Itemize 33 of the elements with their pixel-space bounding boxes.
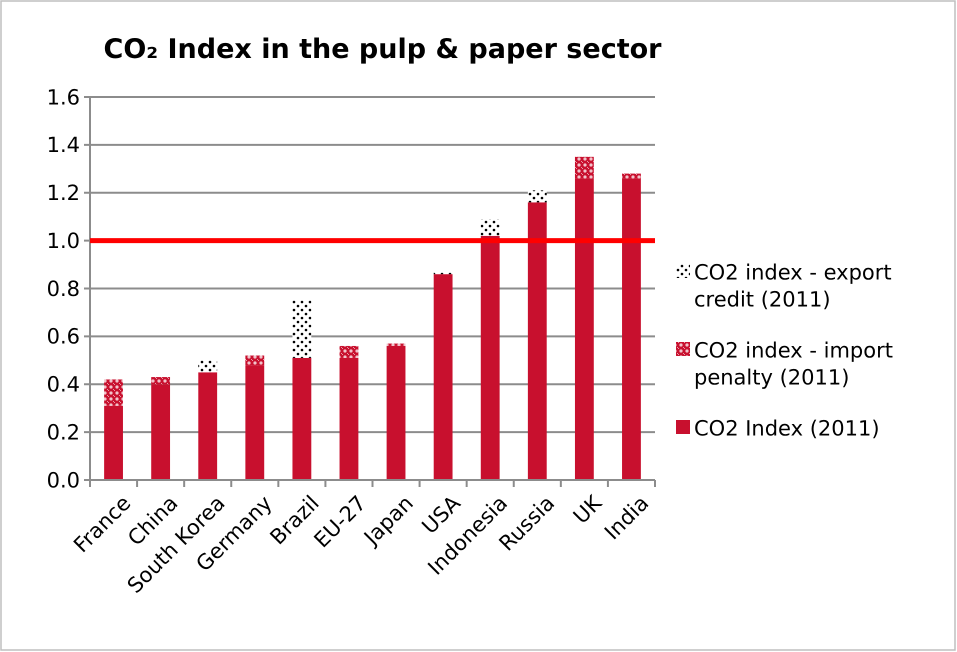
chart-title: CO₂ Index in the pulp & paper sector bbox=[104, 34, 662, 65]
bar bbox=[528, 202, 547, 480]
bar bbox=[574, 156, 594, 178]
bar bbox=[198, 360, 218, 372]
bar bbox=[622, 174, 641, 178]
bar bbox=[434, 274, 453, 480]
bar bbox=[340, 346, 358, 358]
y-tick-label: 0.6 bbox=[46, 324, 80, 349]
bar bbox=[151, 377, 170, 384]
bar bbox=[198, 372, 218, 480]
bar bbox=[245, 356, 264, 366]
bar bbox=[104, 379, 123, 406]
legend-label: CO2 index - import penalty (2011) bbox=[694, 338, 893, 390]
bar bbox=[386, 346, 406, 480]
bar bbox=[104, 406, 123, 480]
legend-label: CO2 index - export credit (2011) bbox=[694, 260, 892, 312]
bar bbox=[480, 236, 500, 480]
y-tick-label: 0.0 bbox=[46, 468, 80, 492]
y-tick-label: 0.4 bbox=[46, 372, 80, 397]
bar bbox=[340, 358, 358, 480]
bar bbox=[151, 384, 170, 480]
y-tick-label: 1.6 bbox=[46, 85, 80, 110]
bar bbox=[434, 272, 453, 274]
y-tick-label: 0.2 bbox=[46, 420, 80, 444]
legend-label: CO2 Index (2011) bbox=[694, 416, 880, 440]
y-tick-label: 1.0 bbox=[46, 228, 80, 253]
bar bbox=[574, 178, 594, 480]
bar bbox=[245, 365, 264, 480]
bar bbox=[622, 178, 641, 480]
y-tick-label: 1.4 bbox=[46, 133, 80, 158]
y-tick-label: 0.8 bbox=[46, 276, 80, 301]
y-tick-label: 1.2 bbox=[46, 181, 80, 206]
bar bbox=[292, 358, 312, 480]
